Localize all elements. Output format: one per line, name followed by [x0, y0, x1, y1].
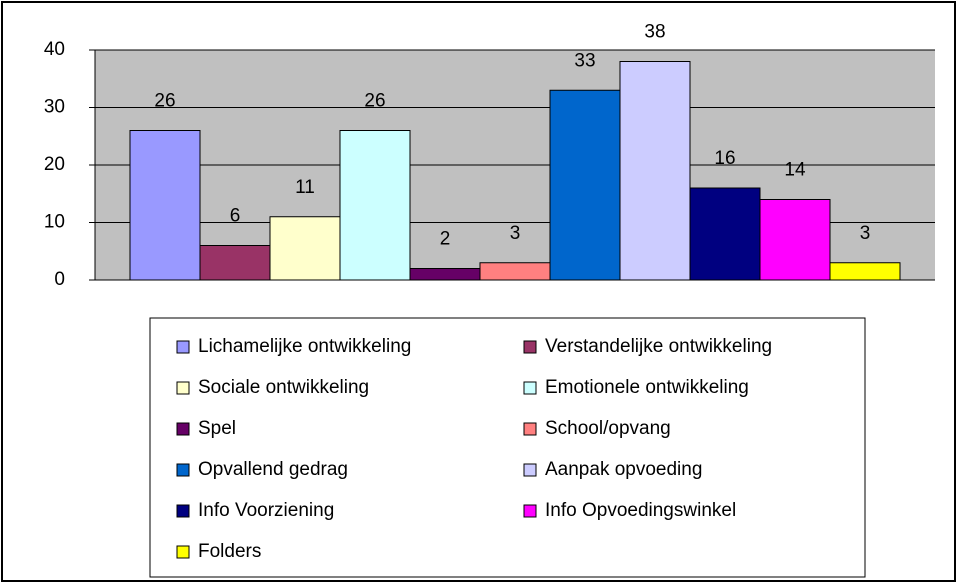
- legend-marker: [176, 504, 190, 518]
- bar: [619, 61, 691, 281]
- bar: [549, 89, 621, 281]
- data-label: 3: [510, 223, 521, 244]
- legend-label: Emotionele ontwikkeling: [545, 377, 749, 398]
- bar: [129, 130, 201, 281]
- bar: [829, 262, 901, 281]
- bar: [689, 187, 761, 281]
- legend-marker: [523, 340, 537, 354]
- data-label: 14: [784, 160, 806, 181]
- y-tick-label: 10: [44, 212, 65, 233]
- data-label: 3: [860, 223, 871, 244]
- legend-marker: [176, 545, 190, 559]
- legend-marker: [176, 340, 190, 354]
- legend-label: Folders: [198, 541, 261, 562]
- legend-marker: [523, 504, 537, 518]
- y-tick-label: 0: [54, 269, 65, 290]
- legend-marker: [176, 422, 190, 436]
- bar: [199, 245, 271, 281]
- legend-label: Verstandelijke ontwikkeling: [545, 336, 772, 357]
- data-label: 16: [714, 148, 735, 169]
- legend-marker: [176, 463, 190, 477]
- bar: [479, 262, 551, 281]
- legend-label: Info Opvoedingswinkel: [545, 500, 736, 521]
- legend-marker: [523, 381, 537, 395]
- data-label: 26: [364, 91, 385, 112]
- legend-box: [149, 317, 866, 578]
- legend-label: Aanpak opvoeding: [545, 459, 702, 480]
- y-tick-label: 30: [44, 97, 65, 118]
- bar: [339, 130, 411, 281]
- data-label: 38: [644, 22, 665, 43]
- legend-label: School/opvang: [545, 418, 671, 439]
- legend-marker: [523, 463, 537, 477]
- data-label: 2: [440, 229, 451, 250]
- legend-marker: [176, 381, 190, 395]
- legend-label: Opvallend gedrag: [198, 459, 348, 480]
- legend-marker: [523, 422, 537, 436]
- data-label: 33: [574, 50, 595, 71]
- legend-label: Spel: [198, 418, 236, 439]
- bar: [409, 268, 481, 281]
- data-label: 6: [230, 206, 241, 227]
- data-label: 26: [154, 91, 175, 112]
- y-tick-label: 20: [44, 154, 65, 175]
- legend-label: Lichamelijke ontwikkeling: [198, 336, 411, 357]
- data-label: 11: [295, 177, 315, 198]
- legend-label: Info Voorziening: [198, 500, 334, 521]
- y-tick-label: 40: [44, 39, 65, 60]
- bar: [759, 199, 831, 281]
- legend-label: Sociale ontwikkeling: [198, 377, 369, 398]
- bar: [269, 216, 341, 281]
